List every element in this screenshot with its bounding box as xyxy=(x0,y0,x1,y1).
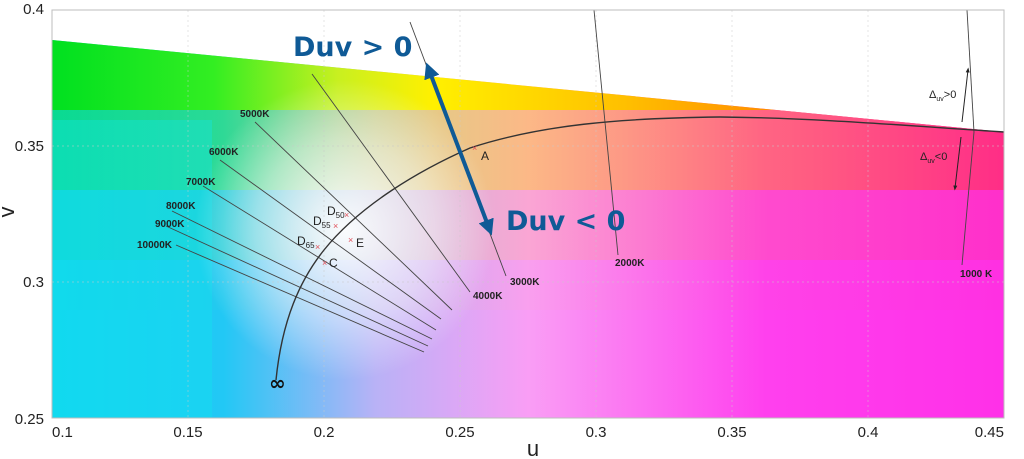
cct-label-10000k: 10000K xyxy=(137,240,173,251)
svg-text:×: × xyxy=(344,210,349,220)
illuminant-a: A xyxy=(481,149,489,163)
illuminant-d50: D50 xyxy=(327,204,345,220)
isotemperature-lines xyxy=(165,9,975,353)
svg-text:0.35: 0.35 xyxy=(717,424,746,441)
svg-text:0.1: 0.1 xyxy=(52,424,73,441)
illuminant-d65: D65 xyxy=(297,234,315,250)
delta-positive-arrow xyxy=(961,67,970,123)
svg-text:0.3: 0.3 xyxy=(23,274,44,291)
delta-negative-arrow xyxy=(953,136,962,191)
cct-label-9000k: 9000K xyxy=(155,219,185,230)
planckian-locus xyxy=(275,116,1005,381)
svg-text:0.4: 0.4 xyxy=(858,424,879,441)
delta-positive-label: Δuv>0 xyxy=(929,89,956,103)
svg-text:0.3: 0.3 xyxy=(586,424,607,441)
cct-label-7000k: 7000K xyxy=(186,177,216,188)
cct-label-5000k: 5000K xyxy=(240,109,270,120)
grid xyxy=(52,10,1004,418)
cct-label-4000k: 4000K xyxy=(473,291,503,302)
svg-text:0.4: 0.4 xyxy=(23,1,44,18)
illuminant-c: C xyxy=(329,256,338,270)
cct-label-6000k: 6000K xyxy=(209,147,239,158)
svg-text:0.45: 0.45 xyxy=(975,424,1004,441)
illuminant-d55: D55 xyxy=(313,214,331,230)
duv-positive-label: Duv > 0 xyxy=(293,32,412,63)
illuminant-e: E xyxy=(356,236,364,250)
svg-text:×: × xyxy=(333,221,338,231)
svg-text:×: × xyxy=(315,242,320,252)
x-axis-label: u xyxy=(527,436,539,459)
infinity-label: ∞ xyxy=(269,371,286,395)
svg-text:0.15: 0.15 xyxy=(173,424,202,441)
cct-label-8000k: 8000K xyxy=(166,201,196,212)
duv-arrow xyxy=(424,62,494,236)
y-axis-ticks: 0.25 0.3 0.35 0.4 xyxy=(15,1,44,428)
svg-text:×: × xyxy=(472,143,477,153)
svg-text:×: × xyxy=(322,258,327,268)
duv-negative-label: Duv < 0 xyxy=(506,206,625,237)
y-axis-label: v xyxy=(0,207,19,218)
svg-text:0.25: 0.25 xyxy=(445,424,474,441)
x-axis-ticks: 0.1 0.15 0.2 0.25 0.3 0.35 0.4 0.45 xyxy=(52,424,1004,441)
svg-text:0.25: 0.25 xyxy=(15,411,44,428)
svg-text:0.35: 0.35 xyxy=(15,138,44,155)
cct-label-2000k: 2000K xyxy=(615,258,645,269)
cct-label-3000k: 3000K xyxy=(510,277,540,288)
delta-negative-label: Δuv<0 xyxy=(920,151,947,165)
svg-text:0.2: 0.2 xyxy=(314,424,335,441)
svg-text:×: × xyxy=(348,235,353,245)
cct-label-1000k: 1000 K xyxy=(960,269,993,280)
